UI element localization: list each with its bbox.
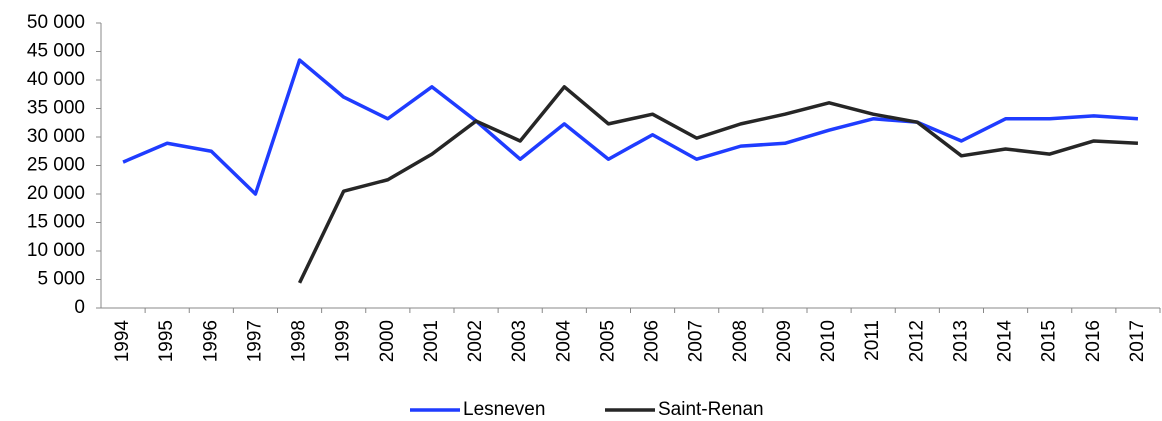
x-tick-label: 1994 [112,320,133,363]
x-tick-label: 2003 [509,320,530,362]
x-tick-label: 2012 [906,320,927,362]
y-tick-label: 45 000 [27,41,85,62]
y-tick-label: 20 000 [27,183,85,204]
y-tick-label: 5 000 [37,269,85,290]
x-tick-label: 2001 [421,320,442,362]
line [122,58,1139,196]
x-tick-label: 2008 [730,320,751,362]
x-tick-label: 1995 [156,320,177,362]
x-tick-label: 2015 [1039,320,1060,362]
x-tick-label: 2016 [1083,320,1104,362]
line [297,85,1139,284]
legend-label: Saint-Renan [658,399,764,420]
x-tick-label: 2011 [862,320,883,361]
x-tick-label: 2002 [465,320,486,362]
y-tick-label: 10 000 [27,240,85,261]
x-tick-label: 2017 [1127,320,1148,362]
x-tick-label: 2006 [642,320,663,362]
y-tick-label: 15 000 [27,212,85,233]
y-tick-label: 35 000 [27,98,85,119]
y-tick-label: 40 000 [27,69,85,90]
legend-label: Lesneven [463,399,545,420]
x-tick-label: 2014 [995,320,1016,363]
x-tick-label: 2007 [686,320,707,362]
x-tick-label: 1999 [333,320,354,362]
x-tick-label: 1997 [244,320,265,362]
y-tick-label: 50 000 [27,12,85,33]
x-tick-label: 2004 [553,320,574,363]
x-tick-label: 1998 [289,320,310,362]
x-tick-label: 2013 [950,320,971,362]
x-tick-label: 1996 [200,320,221,362]
y-tick-label: 0 [74,297,85,318]
x-tick-label: 2005 [597,320,618,362]
y-tick-label: 25 000 [27,155,85,176]
x-tick-label: 2010 [818,320,839,362]
y-tick-label: 30 000 [27,126,85,147]
x-tick-label: 2009 [774,320,795,362]
x-tick-label: 2000 [377,320,398,362]
